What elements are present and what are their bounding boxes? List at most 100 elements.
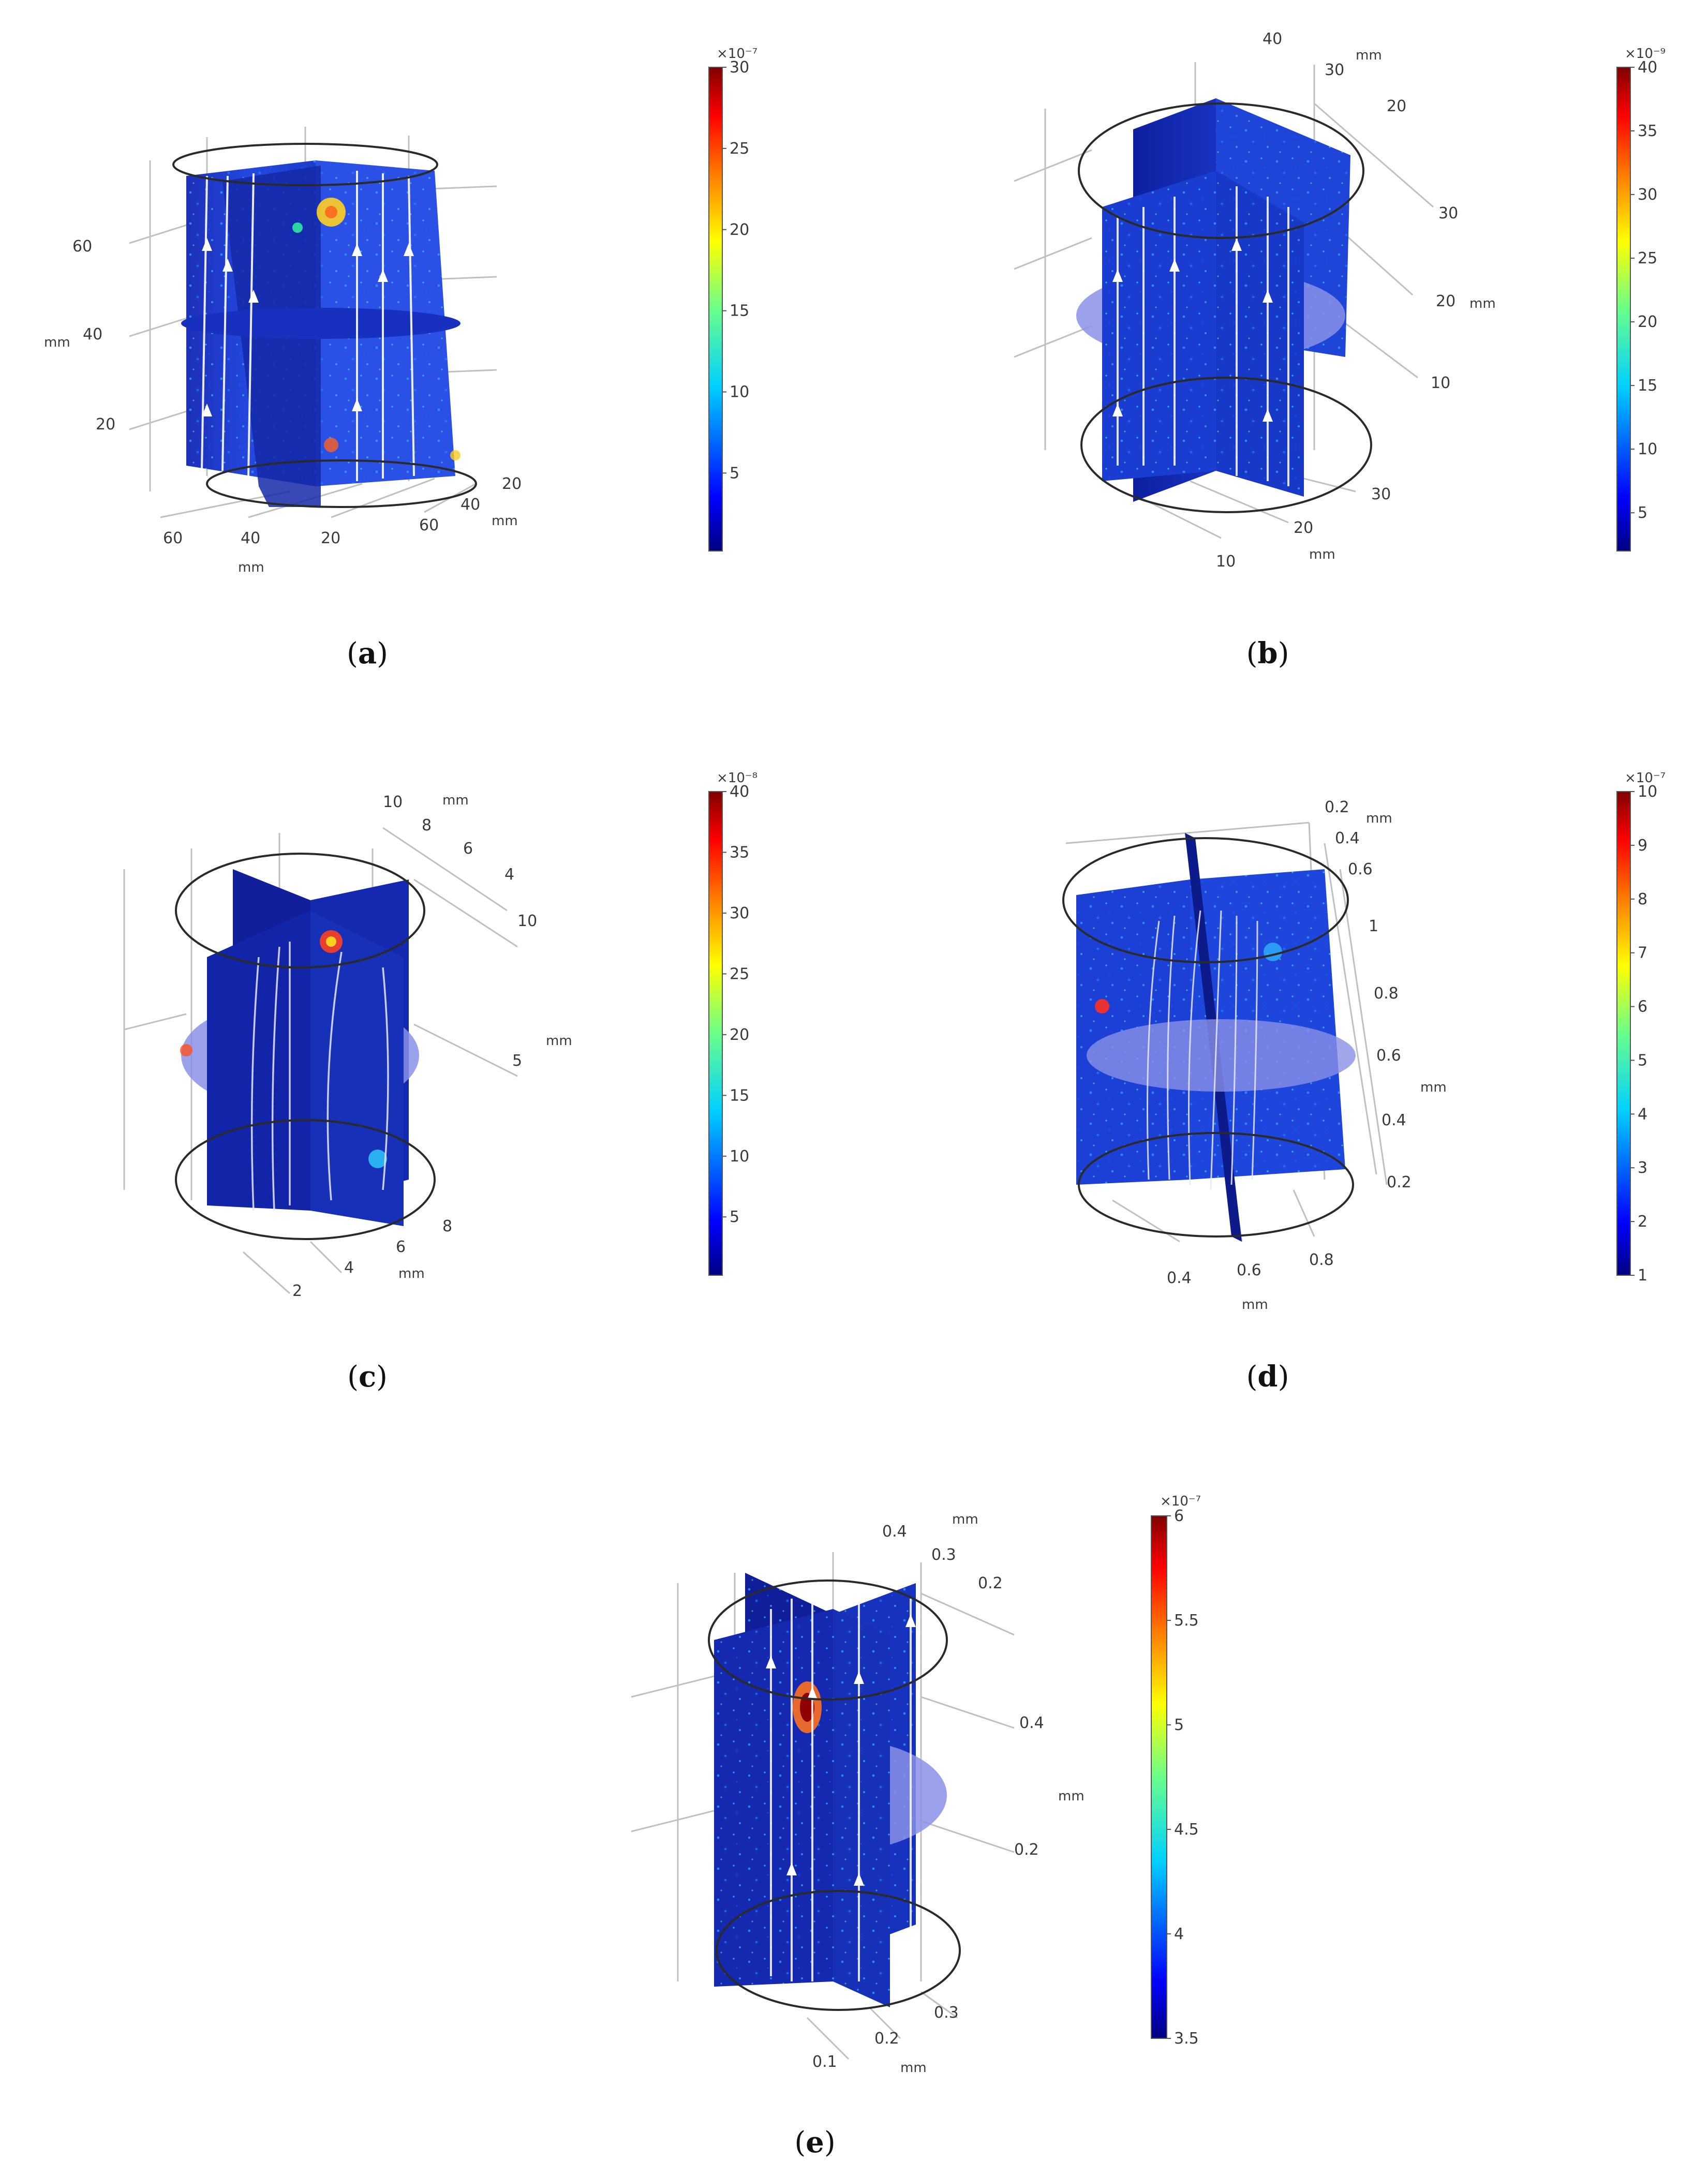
panel-c-colorbar-tick-5: 15 — [730, 1086, 749, 1105]
panel-a-colorbar-tick-4: 10 — [730, 383, 749, 401]
panel-a-axis-label-3: mm — [44, 335, 70, 350]
panel-e: mm 0.4 0.3 0.2 0.4 mm 0.2 0.3 0.2 0.1 mm… — [631, 1494, 1201, 2159]
panel-c-slice-front-right — [310, 911, 404, 1226]
panel-a-colorbar: ×10⁻⁷ 30 25 20 15 10 5 — [708, 46, 758, 552]
panel-d-colorbar-tick-5: 5 — [1638, 1051, 1647, 1069]
panel-d-top-outline — [1062, 837, 1349, 963]
panel-d-colorbar-tick-7: 3 — [1638, 1159, 1647, 1177]
panel-c-colorbar-tick-1: 35 — [730, 843, 749, 861]
panel-b-colorbar-exponent: ×10⁻⁹ — [1625, 46, 1666, 62]
panel-d-axis-label-8: 0.4 — [1382, 1111, 1406, 1129]
panel-d-axis-label-1: mm — [1366, 811, 1392, 826]
panel-a-caption: (a) — [347, 636, 388, 670]
panel-e-caption: (e) — [794, 2125, 835, 2159]
panel-e-axis-label-3: 0.2 — [978, 1574, 1003, 1592]
panel-e-colorbar-bar — [1151, 1515, 1167, 2039]
panel-b-colorbar-tick-6: 10 — [1638, 440, 1657, 458]
panel-d-axis-label-12: 0.8 — [1309, 1251, 1334, 1269]
panel-c-streamlines — [250, 942, 389, 1211]
panel-a-axis-label-8: 60 — [419, 516, 439, 534]
panel-a-axis-label-0: 60 — [72, 237, 92, 256]
panel-a-colorbar-tick-5: 5 — [730, 464, 739, 482]
panel-d-colorbar-tick-0: 10 — [1638, 783, 1657, 801]
panel-b-colorbar-tick-5: 15 — [1638, 377, 1657, 395]
panel-d-slice-disc — [1087, 1019, 1356, 1092]
panel-a-colorbar-tick-3: 15 — [730, 302, 749, 320]
panel-b-caption: (b) — [1246, 636, 1289, 670]
panel-b-axis-label-11: mm — [1309, 547, 1335, 562]
panel-d-bottom-outline — [1078, 1132, 1354, 1238]
panel-d-colorbar-tick-2: 8 — [1638, 890, 1647, 908]
panel-a-axis-label-7: mm — [238, 560, 264, 575]
panel-e-axis-label-0: mm — [952, 1512, 978, 1527]
panel-e-axis-label-5: mm — [1058, 1789, 1085, 1804]
panel-a-axis-label-4: 60 — [163, 529, 183, 547]
panel-b-axis-label-5: 20 — [1436, 292, 1455, 310]
panel-e-axis-label-1: 0.4 — [882, 1523, 907, 1541]
panel-b-axis-label-10: 10 — [1216, 553, 1236, 571]
panel-b-axis-label-2: 20 — [1387, 97, 1406, 115]
panel-b: 40 30 20 mm 30 20 10 mm 30 20 10 mm ×10⁻… — [1014, 30, 1666, 670]
panel-e-colorbar-tick-4: 4 — [1174, 1925, 1184, 1943]
panel-d-axis-label-6: 0.6 — [1376, 1047, 1401, 1065]
panel-a-axis-label-6: 20 — [321, 529, 340, 547]
panel-b-colorbar-tick-2: 30 — [1638, 186, 1657, 204]
panel-d: 0.2 mm 0.4 0.6 1 0.8 0.6 mm 0.4 0.2 0.4 … — [1062, 770, 1666, 1394]
panel-a-streamlines — [201, 171, 415, 481]
panel-b-colorbar-tick-1: 35 — [1638, 122, 1657, 140]
panel-a-colorbar-tick-2: 20 — [730, 221, 749, 239]
panel-d-axis-label-7: mm — [1420, 1080, 1447, 1095]
panel-b-axis-label-7: mm — [1469, 296, 1496, 311]
panel-c-colorbar: ×10⁻⁸ 40 35 30 25 20 15 10 5 — [708, 770, 758, 1276]
panel-c-caption: (c) — [347, 1360, 388, 1394]
panel-d-axis-label-10: 0.4 — [1167, 1269, 1192, 1287]
panel-e-colorbar-tick-2: 5 — [1174, 1716, 1184, 1734]
panel-e-axis-label-8: 0.2 — [874, 2030, 899, 2048]
panel-d-axis-labels: 0.2 mm 0.4 0.6 1 0.8 0.6 mm 0.4 0.2 0.4 … — [1167, 798, 1447, 1313]
panel-b-top-outline — [1078, 102, 1364, 239]
panel-e-colorbar-tick-5: 3.5 — [1174, 2030, 1199, 2048]
panel-a-axis-label-10: 20 — [502, 475, 522, 493]
panel-e-bottom-outline — [716, 1890, 961, 2011]
panel-e-streamlines — [770, 1593, 912, 1981]
panel-a-colorbar-exponent: ×10⁻⁷ — [717, 46, 758, 62]
panel-c-colorbar-tick-4: 20 — [730, 1026, 749, 1044]
panel-d-colorbar-tick-4: 6 — [1638, 998, 1647, 1016]
panel-b-colorbar-tick-3: 25 — [1638, 249, 1657, 267]
panel-c-axis-label-9: 6 — [396, 1238, 406, 1256]
panel-c-axis-label-8: 8 — [442, 1217, 452, 1235]
panel-a-axis-labels: 60 40 20 mm 60 40 20 mm 60 40 20 mm — [44, 237, 522, 575]
panel-b-axis-label-3: mm — [1356, 48, 1382, 63]
panel-e-axis-label-9: 0.1 — [812, 2053, 837, 2071]
panel-c-axis-label-7: mm — [546, 1033, 572, 1049]
panel-b-axis-labels: 40 30 20 mm 30 20 10 mm 30 20 10 mm — [1216, 30, 1496, 571]
panel-e-colorbar-tick-0: 6 — [1174, 1507, 1184, 1525]
panel-c-slice-front-left — [207, 911, 310, 1211]
panel-d-colorbar-exponent: ×10⁻⁷ — [1625, 770, 1666, 786]
panel-a-bottom-outline — [206, 459, 477, 508]
panel-c-colorbar-tick-3: 25 — [730, 965, 749, 983]
panel-e-axis-label-4: 0.4 — [1019, 1714, 1044, 1732]
panel-b-colorbar-tick-4: 20 — [1638, 313, 1657, 331]
panel-e-axis-label-2: 0.3 — [931, 1546, 956, 1564]
panel-c-axis-label-12: mm — [398, 1266, 425, 1281]
panel-a-colorbar-tick-0: 30 — [730, 58, 749, 77]
panel-e-axis-labels: mm 0.4 0.3 0.2 0.4 mm 0.2 0.3 0.2 0.1 mm — [812, 1512, 1085, 2076]
panel-e-colorbar-tick-1: 5.5 — [1174, 1612, 1199, 1630]
panel-b-axis-label-8: 30 — [1371, 485, 1391, 503]
panel-d-colorbar-tick-1: 9 — [1638, 837, 1647, 855]
panel-c-axis-label-6: 5 — [512, 1052, 522, 1070]
panel-b-axis-label-1: 30 — [1325, 61, 1344, 79]
panel-b-streamlines — [1117, 186, 1289, 486]
panel-e-colorbar-exponent: ×10⁻⁷ — [1160, 1494, 1201, 1509]
panel-a-colorbar-tick-1: 25 — [730, 140, 749, 158]
panel-d-axis-label-4: 1 — [1369, 917, 1378, 935]
panel-b-axis-label-0: 40 — [1263, 30, 1282, 48]
panel-c-top-outline — [175, 853, 425, 968]
panel-c-axis-label-10: 4 — [344, 1259, 354, 1277]
panel-c-axis-label-11: 2 — [292, 1282, 302, 1300]
panel-b-axis-label-9: 20 — [1294, 519, 1313, 537]
panel-a-colorbar-bar — [708, 67, 723, 552]
panel-d-streamlines — [1147, 910, 1258, 1190]
